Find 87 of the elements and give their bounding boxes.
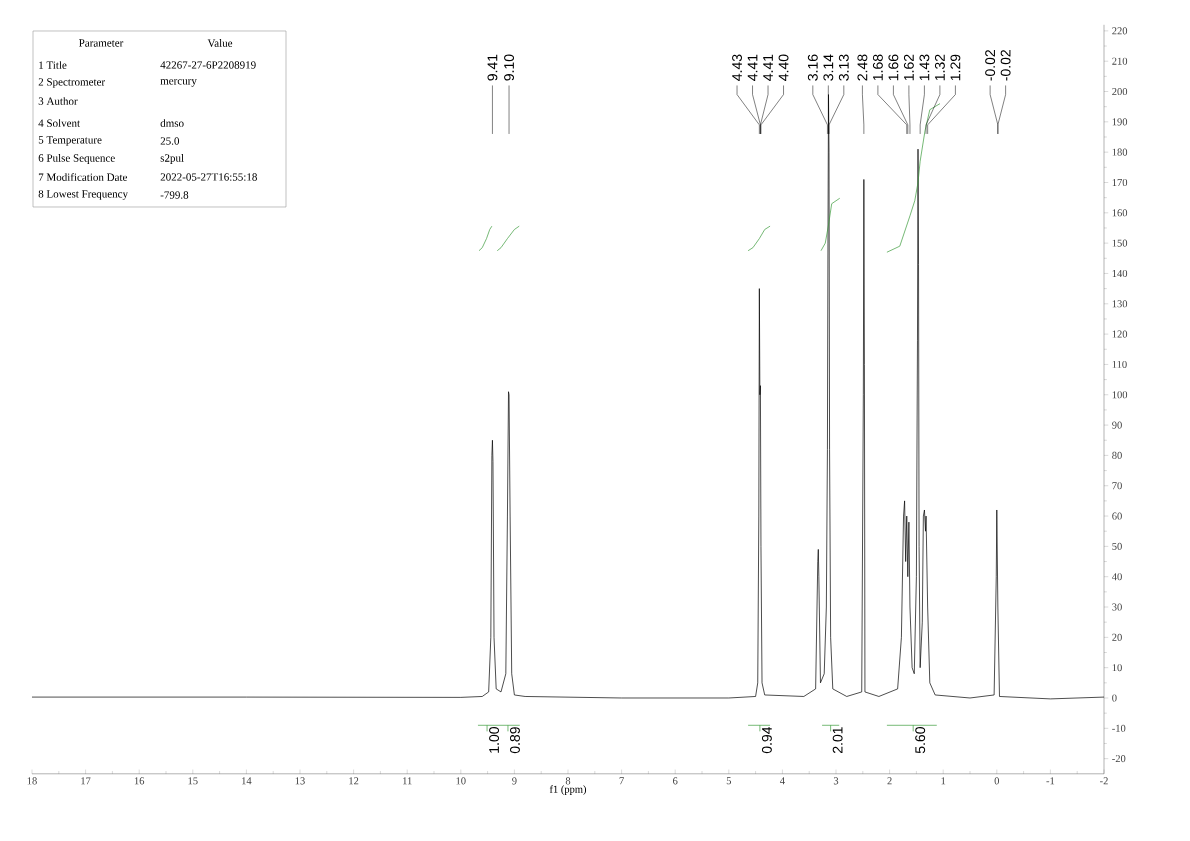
annotation: Value xyxy=(207,39,233,47)
annotation: 1.68 xyxy=(872,54,883,81)
annotation: 5.60 xyxy=(915,727,926,754)
y-tick-label: 100 xyxy=(1112,391,1128,399)
annotation: mercury xyxy=(160,79,197,87)
y-tick-label: -20 xyxy=(1112,755,1126,763)
x-tick-label: -2 xyxy=(1100,777,1108,785)
annotation: 3.16 xyxy=(807,54,818,81)
x-tick-label: 0 xyxy=(994,777,1000,785)
y-tick-label: 160 xyxy=(1112,209,1128,217)
annotation: 4 Solvent xyxy=(38,119,80,127)
annotation: 25.0 xyxy=(160,137,180,145)
x-tick-label: -1 xyxy=(1046,777,1055,785)
annotation: 0.94 xyxy=(761,726,772,754)
x-tick-label: 16 xyxy=(134,777,145,785)
y-tick-label: 70 xyxy=(1112,482,1122,490)
annotation: dmso xyxy=(160,119,184,127)
x-tick-label: 14 xyxy=(242,777,252,785)
x-tick-label: 3 xyxy=(833,777,839,785)
y-tick-label: 140 xyxy=(1112,269,1128,278)
annotation: 4.41 xyxy=(747,54,758,81)
x-tick-label: 9 xyxy=(512,777,517,785)
y-tick-label: 190 xyxy=(1112,118,1128,126)
annotation: 2 Spectrometer xyxy=(38,78,106,88)
x-tick-label: 7 xyxy=(619,777,624,785)
y-tick-label: 50 xyxy=(1112,542,1122,550)
x-tick-label: 15 xyxy=(188,777,198,785)
x-tick-label: 18 xyxy=(27,777,37,785)
annotation: 3.13 xyxy=(838,54,849,81)
annotation: 8 Lowest Frequency xyxy=(38,190,128,200)
y-tick-label: 40 xyxy=(1111,573,1122,581)
annotation: 2.01 xyxy=(832,727,843,754)
y-tick-label: 10 xyxy=(1112,664,1122,672)
y-tick-label: 200 xyxy=(1112,87,1128,96)
annotation: 3 Author xyxy=(38,97,78,105)
y-tick-label: 60 xyxy=(1112,512,1122,520)
annotation: 9.41 xyxy=(487,54,498,81)
y-tick-label: 180 xyxy=(1112,148,1128,156)
x-tick-label: 2 xyxy=(887,777,892,785)
y-tick-label: 120 xyxy=(1112,330,1128,338)
annotation: s2pul xyxy=(160,154,184,164)
x-tick-label: 1 xyxy=(941,777,946,785)
y-tick-label: 210 xyxy=(1112,57,1128,65)
y-tick-label: 30 xyxy=(1112,603,1122,611)
annotation: 1.32 xyxy=(934,54,945,81)
annotation: 9.10 xyxy=(504,54,514,81)
x-tick-label: 12 xyxy=(349,777,359,785)
y-tick-label: -10 xyxy=(1112,724,1126,732)
annotation: 6 Pulse Sequence xyxy=(38,154,115,164)
annotation: 4.40 xyxy=(778,54,789,81)
annotation: Parameter xyxy=(79,39,124,47)
y-tick-label: 0 xyxy=(1112,694,1117,702)
y-tick-label: 80 xyxy=(1112,451,1122,459)
annotation: 2022-05-27T16:55:18 xyxy=(160,173,257,181)
y-tick-label: 20 xyxy=(1112,633,1122,641)
annotation: 1.62 xyxy=(903,54,914,81)
annotation: 3.14 xyxy=(823,54,834,81)
y-tick-label: 220 xyxy=(1112,27,1128,35)
x-axis-title: f1 (ppm) xyxy=(549,785,587,795)
annotation: 4.41 xyxy=(763,54,773,81)
annotation: 1.66 xyxy=(888,54,899,81)
annotation: -799.8 xyxy=(160,191,189,199)
annotation: 1.00 xyxy=(489,727,500,753)
y-tick-label: 150 xyxy=(1112,239,1128,247)
x-tick-label: 13 xyxy=(295,777,305,785)
x-tick-label: 4 xyxy=(779,777,785,785)
x-tick-label: 17 xyxy=(81,777,91,785)
annotation: 1 Title xyxy=(39,61,67,69)
annotation: 2.48 xyxy=(857,54,868,81)
y-tick-label: 130 xyxy=(1112,300,1128,308)
annotation: 42267-27-6P2208919 xyxy=(160,61,256,69)
y-tick-label: 170 xyxy=(1112,178,1128,187)
annotation: 1.29 xyxy=(950,54,961,81)
x-tick-label: 6 xyxy=(673,777,678,785)
x-tick-label: 10 xyxy=(456,777,466,785)
annotation: 5 Temperature xyxy=(38,136,102,146)
annotation: 7 Modification Date xyxy=(38,173,128,181)
annotation: 1.43 xyxy=(919,54,930,81)
annotation: 0.89 xyxy=(510,727,520,754)
y-tick-label: 90 xyxy=(1112,421,1122,429)
y-tick-label: 110 xyxy=(1112,360,1127,368)
annotation: -0.02 xyxy=(1000,50,1011,81)
annotation: 4.43 xyxy=(732,54,742,81)
annotation: -0.02 xyxy=(985,50,996,81)
x-tick-label: 11 xyxy=(403,777,412,785)
x-tick-label: 8 xyxy=(565,777,571,785)
x-tick-label: 5 xyxy=(726,777,732,785)
